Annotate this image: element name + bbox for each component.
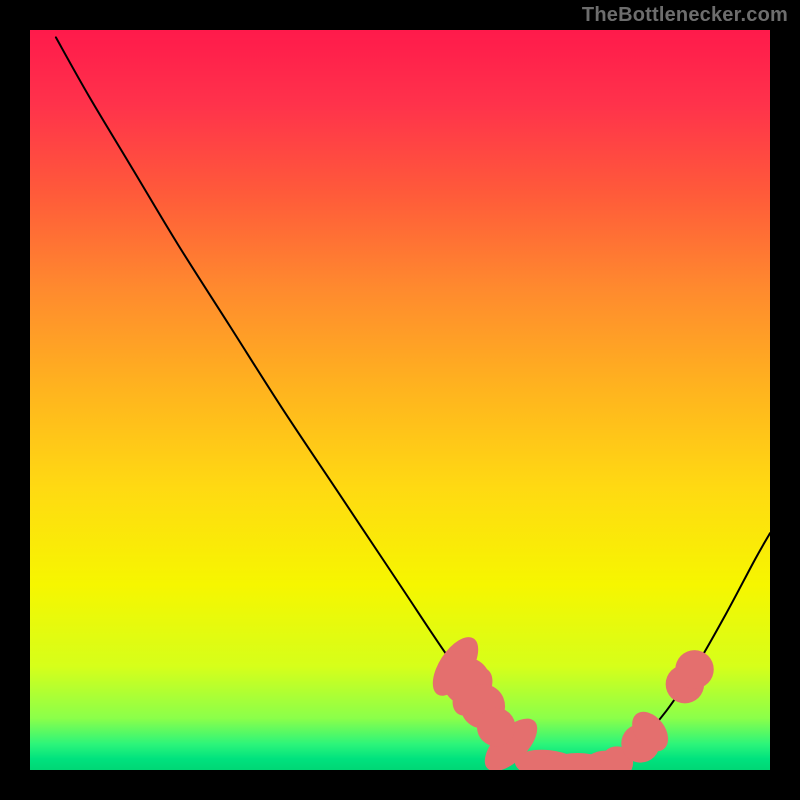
plot-area bbox=[30, 30, 770, 770]
bottleneck-chart-svg bbox=[0, 0, 800, 800]
watermark-text: TheBottlenecker.com bbox=[582, 4, 788, 27]
curve-marker bbox=[675, 650, 713, 688]
chart-container: TheBottlenecker.com bbox=[0, 0, 800, 800]
curve-marker bbox=[477, 708, 515, 746]
